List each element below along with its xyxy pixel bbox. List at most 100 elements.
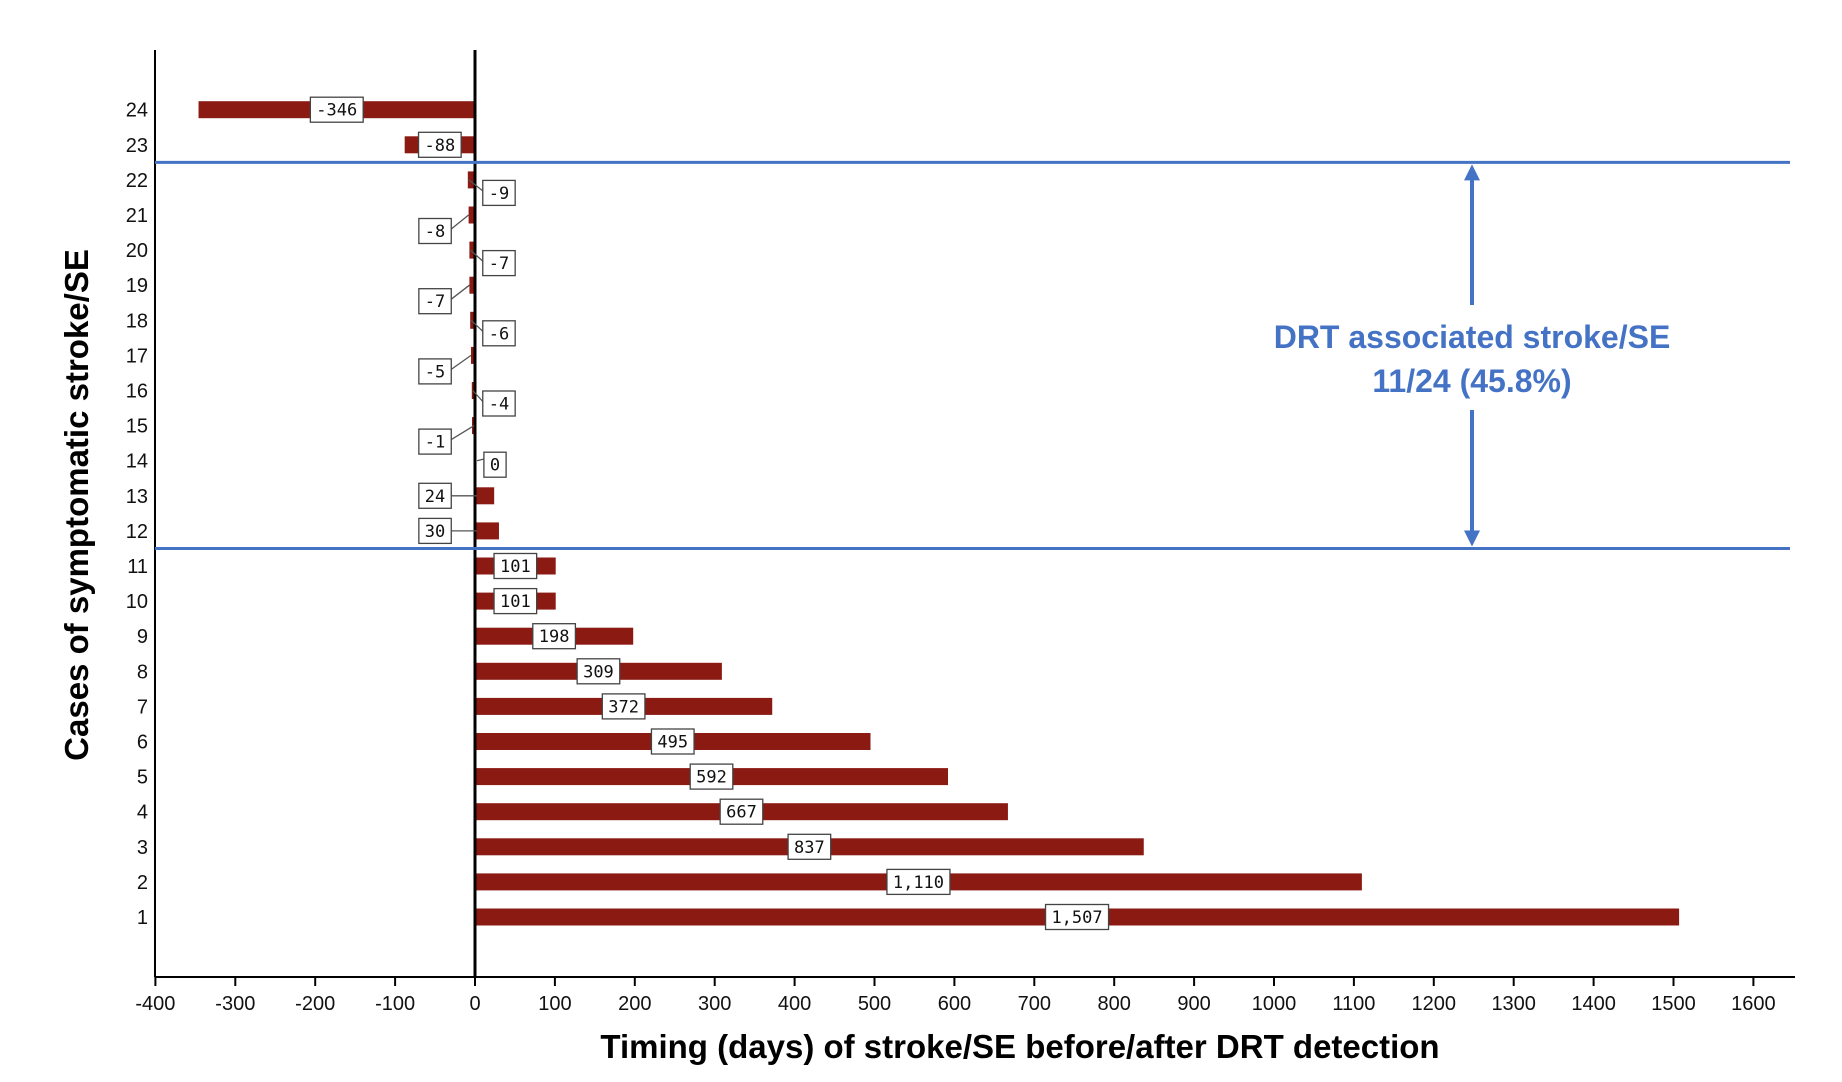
- data-label: 837: [794, 838, 825, 858]
- data-label: -346: [316, 101, 357, 121]
- data-label: 667: [726, 803, 757, 823]
- y-tick-label: 3: [137, 837, 148, 859]
- y-tick-label: 11: [127, 556, 148, 578]
- y-tick-label: 5: [137, 767, 148, 789]
- data-label: 101: [500, 592, 531, 612]
- bar: [475, 522, 499, 540]
- data-label: -7: [425, 292, 445, 312]
- annotation-arrow-up-icon: [1464, 164, 1480, 181]
- data-label-leader: [450, 284, 470, 300]
- x-tick-label: 200: [618, 993, 651, 1015]
- data-label-box: [418, 428, 452, 455]
- y-tick-label: 12: [126, 521, 148, 543]
- data-label-box: [650, 728, 695, 755]
- data-label-box: [1044, 903, 1110, 931]
- data-label-box: [719, 798, 764, 825]
- y-tick-label: 22: [126, 170, 148, 192]
- x-tick-label: 1000: [1252, 993, 1297, 1015]
- data-label: -6: [489, 324, 509, 344]
- data-label: -8: [425, 222, 445, 242]
- y-tick-label: 6: [137, 732, 148, 754]
- data-label: 592: [696, 768, 727, 788]
- x-tick-label: -400: [135, 993, 175, 1015]
- axes-layer: [154, 50, 1795, 978]
- data-label: 1,110: [893, 873, 944, 893]
- data-label: 495: [657, 733, 688, 753]
- data-label-box: [576, 658, 621, 685]
- y-tick-label: 20: [126, 240, 148, 262]
- x-tick-label: 500: [858, 993, 891, 1015]
- y-tick-label: 17: [126, 345, 148, 367]
- data-label: -5: [425, 362, 445, 382]
- bar: [471, 346, 475, 364]
- data-label: -4: [489, 395, 509, 415]
- y-tick-label: 14: [126, 451, 148, 473]
- y-tick-label: 13: [126, 486, 148, 508]
- data-label: 24: [425, 487, 445, 507]
- x-tick-label: 800: [1098, 993, 1131, 1015]
- data-label-box: [417, 131, 462, 158]
- bar: [467, 171, 475, 189]
- y-tick-label: 9: [137, 626, 148, 648]
- y-tick-label: 10: [126, 591, 148, 613]
- y-axis-title: Cases of symptomatic stroke/SE: [58, 249, 95, 761]
- annotation-layer: DRT associated stroke/SE 11/24 (45.8%): [155, 160, 1790, 550]
- x-tick-label: 1100: [1332, 993, 1375, 1015]
- data-label-leader: [450, 214, 470, 230]
- data-label-box: [493, 587, 538, 615]
- data-label-box: [418, 482, 452, 509]
- ticks-layer: -400 -300 -200 -100 0 100 200 300 400 500 600 700 80…: [126, 100, 1776, 1015]
- x-tick-label: -300: [215, 993, 255, 1015]
- data-label-box: [482, 320, 516, 347]
- bar: [468, 206, 475, 224]
- data-label: 309: [583, 662, 614, 682]
- data-label-box: [482, 390, 516, 417]
- data-label: -1: [425, 433, 445, 453]
- y-tick-label: 16: [126, 381, 148, 403]
- annotation-line1: DRT associated stroke/SE: [1274, 319, 1671, 355]
- y-tick-label: 23: [126, 135, 148, 157]
- annotation-arrow-down-icon: [1464, 530, 1480, 547]
- data-label-box: [482, 249, 516, 277]
- data-label-leader: [450, 425, 475, 441]
- annotation-line2: 11/24 (45.8%): [1372, 363, 1571, 399]
- data-label-leader: [469, 249, 484, 262]
- bar: [469, 241, 475, 259]
- x-tick-label: 1300: [1491, 993, 1536, 1015]
- data-label: 0: [490, 456, 500, 476]
- data-label-box: [787, 833, 832, 860]
- x-axis-title: Timing (days) of stroke/SE before/after …: [600, 1028, 1439, 1065]
- data-label: -9: [489, 184, 509, 204]
- data-label-box: [493, 552, 538, 580]
- y-tick-label: 1: [137, 907, 148, 929]
- y-tick-label: 4: [137, 802, 148, 824]
- data-label-box: [886, 868, 951, 896]
- x-tick-label: 1500: [1651, 993, 1696, 1015]
- x-tick-label: 1200: [1412, 993, 1457, 1015]
- y-tick-label: 21: [126, 205, 148, 227]
- y-tick-label: 24: [126, 100, 148, 122]
- data-label-box: [532, 623, 577, 650]
- bar: [470, 311, 475, 329]
- x-tick-label: 700: [1018, 993, 1051, 1015]
- x-tick-label: 0: [469, 993, 480, 1015]
- data-label: 101: [500, 557, 531, 577]
- data-label: 1,507: [1051, 908, 1102, 928]
- x-tick-label: 400: [778, 993, 811, 1015]
- data-label-leader: [472, 390, 484, 402]
- data-label-box: [309, 96, 364, 123]
- data-label-box: [418, 517, 452, 545]
- data-label: 198: [539, 627, 570, 647]
- y-tick-label: 15: [126, 416, 148, 438]
- x-tick-label: -200: [295, 993, 335, 1015]
- x-tick-label: 1400: [1571, 993, 1616, 1015]
- bar: [469, 276, 475, 294]
- y-tick-label: 2: [137, 872, 148, 894]
- y-tick-label: 7: [137, 696, 148, 718]
- data-label: -7: [489, 254, 509, 274]
- data-label-box: [418, 217, 452, 245]
- data-label-box: [482, 179, 516, 207]
- data-label-leader: [470, 319, 484, 332]
- data-label: 372: [608, 697, 639, 717]
